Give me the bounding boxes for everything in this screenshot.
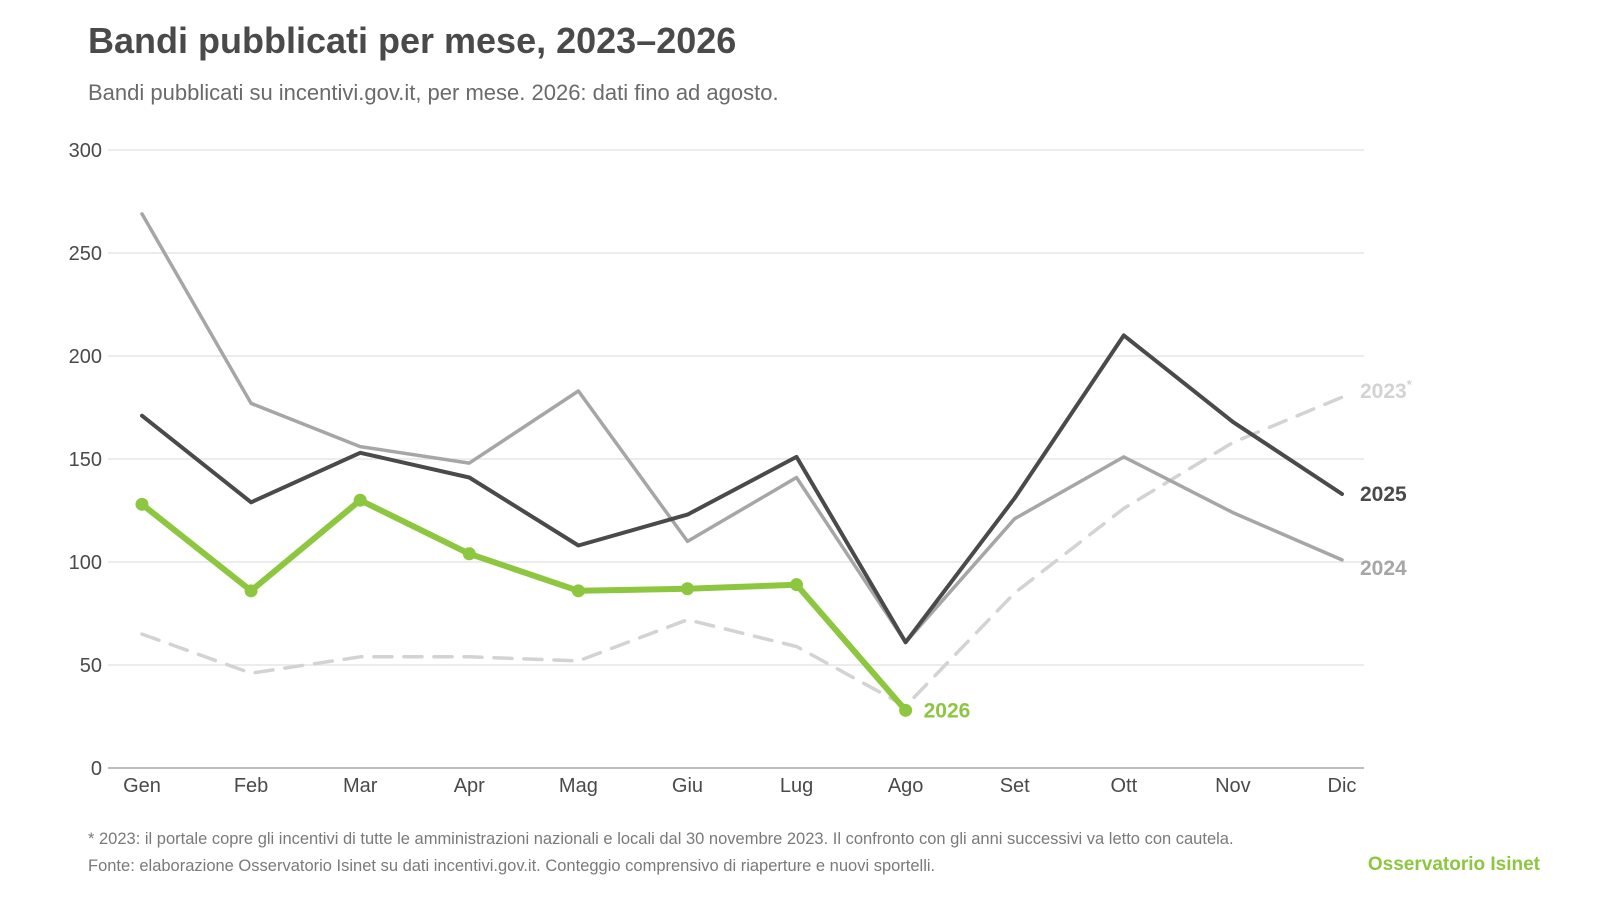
x-tick-label: Giu [672, 775, 703, 797]
x-tick-label: Set [1000, 775, 1030, 797]
x-tick-label: Mar [343, 775, 378, 797]
series-label-2025: 2025 [1360, 483, 1407, 506]
x-tick-label: Apr [454, 775, 485, 797]
source-note: Fonte: elaborazione Osservatorio Isinet … [88, 857, 936, 875]
chart-subtitle: Bandi pubblicati su incentivi.gov.it, pe… [88, 80, 779, 105]
series-label-2026: 2026 [924, 699, 971, 722]
series-label-2024: 2024 [1360, 557, 1407, 580]
chart-title: Bandi pubblicati per mese, 2023–2026 [88, 20, 737, 61]
y-tick-label: 50 [80, 655, 102, 677]
x-tick-label: Nov [1215, 775, 1251, 797]
series-line-2026 [139, 497, 909, 714]
series-line-2024 [140, 212, 1344, 645]
x-tick-label: Lug [780, 775, 813, 797]
data-point-2026 [571, 584, 585, 598]
data-point-2026 [135, 497, 149, 511]
y-tick-label: 200 [69, 346, 102, 368]
y-tick-label: 150 [69, 449, 102, 471]
x-tick-label: Mag [559, 775, 598, 797]
x-tick-label: Ago [888, 775, 924, 797]
data-point-2026 [462, 547, 476, 561]
y-tick-label: 0 [91, 758, 102, 780]
series-label-superscript: * [1407, 377, 1413, 392]
x-tick-label: Feb [234, 775, 268, 797]
data-point-2026 [790, 578, 804, 592]
series-line-2025 [140, 333, 1344, 645]
y-tick-label: 100 [69, 552, 102, 574]
data-point-2026 [899, 703, 913, 717]
x-tick-label: Gen [123, 775, 161, 797]
footnote: * 2023: il portale copre gli incentivi d… [88, 830, 1234, 848]
data-point-2026 [353, 493, 367, 507]
y-tick-label: 300 [69, 140, 102, 162]
x-tick-label: Dic [1328, 775, 1357, 797]
brand-label: Osservatorio Isinet [1367, 854, 1540, 875]
data-point-2026 [244, 584, 258, 598]
y-tick-label: 250 [69, 243, 102, 265]
x-tick-label: Ott [1110, 775, 1137, 797]
series-line-2023 [140, 395, 1344, 708]
data-point-2026 [680, 582, 694, 596]
series-label-2023: 2023* [1360, 377, 1413, 403]
